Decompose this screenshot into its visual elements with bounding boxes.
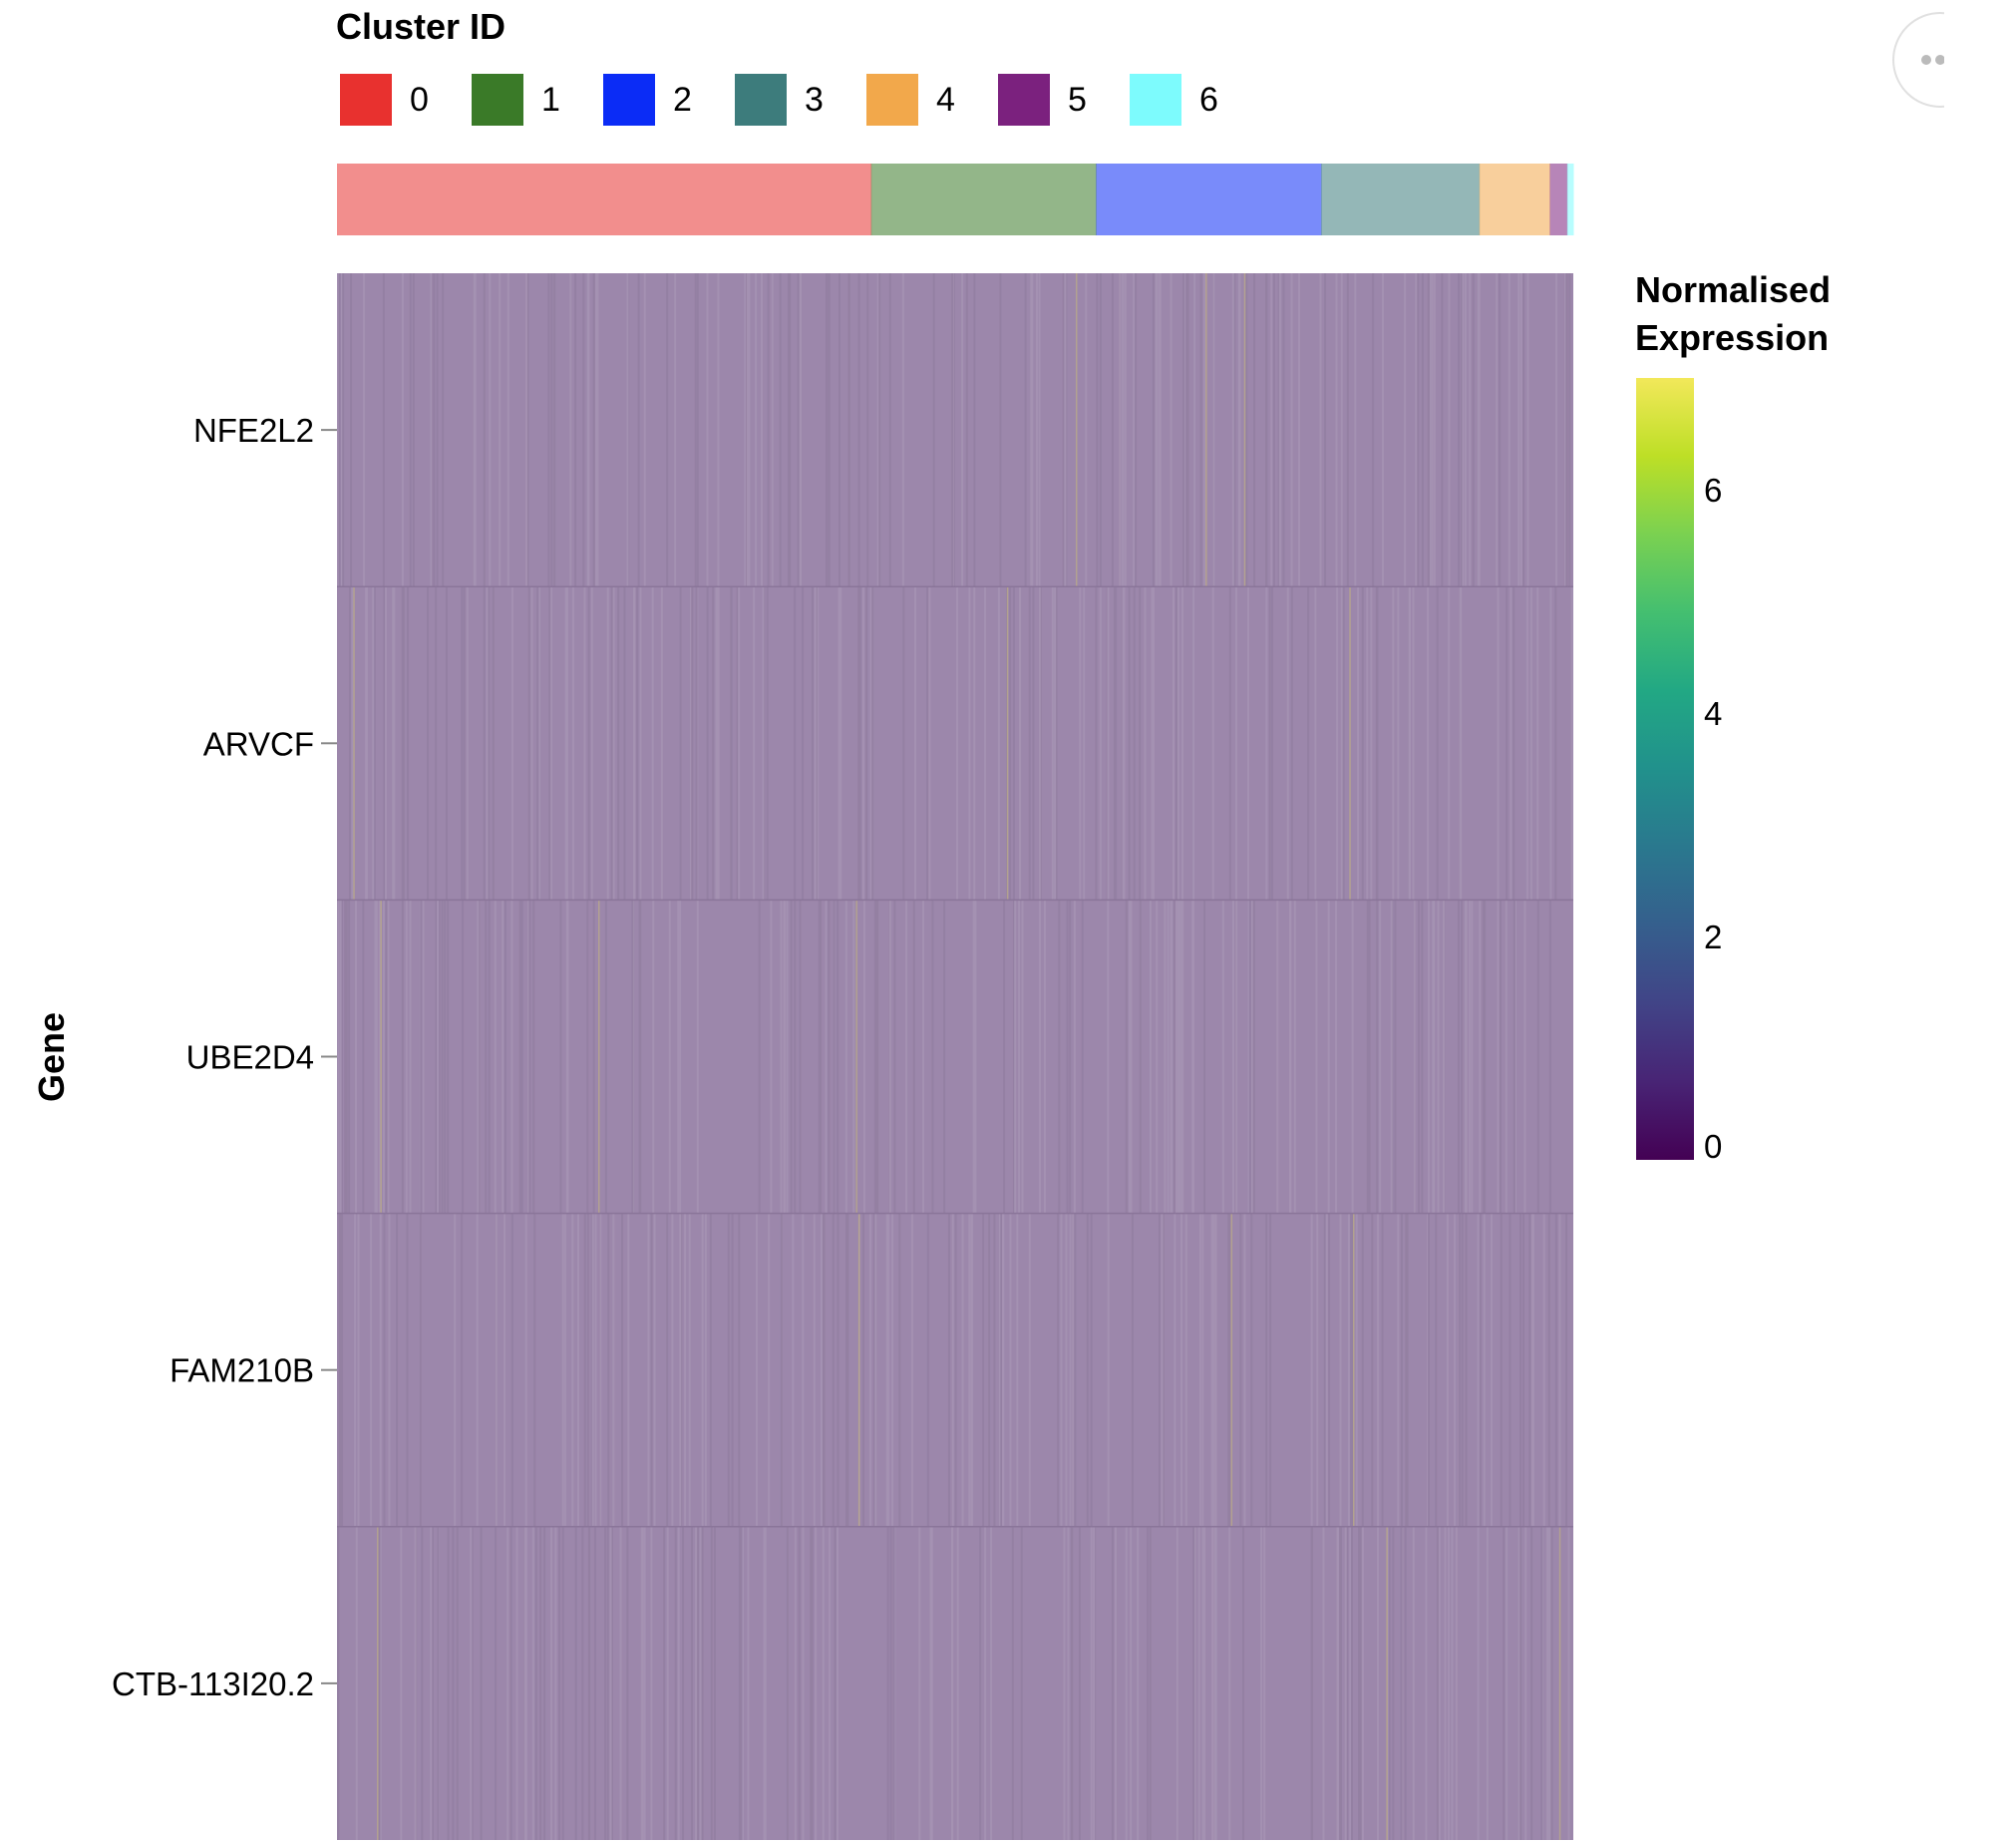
colorbar-title-line-1: Normalised — [1635, 269, 1831, 310]
menu-dot-icon — [1935, 55, 1945, 65]
cluster-bar-segment-6 — [1567, 164, 1574, 235]
heatmap-row-ARVCF — [337, 586, 1573, 900]
cluster-bar-segment-1 — [871, 164, 1097, 235]
cluster-bar-segment-2 — [1096, 164, 1321, 235]
cluster-legend-label-6: 6 — [1199, 81, 1218, 119]
cluster-bar-segment-4 — [1480, 164, 1550, 235]
cluster-legend-label-0: 0 — [410, 81, 429, 119]
colorbar-tick-label-0: 0 — [1704, 1128, 1722, 1165]
cluster-legend-label-5: 5 — [1068, 81, 1087, 119]
colorbar: Normalised Expression 0 2 4 6 — [1635, 269, 1831, 1165]
cluster-legend-swatch-1 — [472, 74, 523, 126]
cluster-legend-swatch-2 — [603, 74, 655, 126]
colorbar-tick-label-6: 6 — [1704, 472, 1722, 509]
cluster-legend-entries: 0 1 2 3 4 5 6 — [340, 74, 1218, 126]
colorbar-gradient — [1636, 378, 1694, 1160]
cluster-bar-segment-5 — [1549, 164, 1567, 235]
cluster-legend-label-3: 3 — [805, 81, 824, 119]
cluster-legend: Cluster ID 0 1 2 3 4 5 6 — [336, 6, 1218, 126]
gene-axis-title: Gene — [31, 1012, 72, 1102]
gene-label-NFE2L2: NFE2L2 — [193, 412, 314, 449]
gene-label-ARVCF: ARVCF — [203, 725, 314, 762]
right-margin-mask — [1944, 0, 2016, 140]
cluster-annotation-bar — [337, 164, 1574, 235]
colorbar-tick-label-2: 2 — [1704, 919, 1722, 955]
colorbar-tick-label-4: 4 — [1704, 695, 1722, 732]
gene-axis: NFE2L2 ARVCF UBE2D4 FAM210B CTB-113I20.2 — [112, 412, 337, 1702]
cluster-legend-swatch-3 — [735, 74, 787, 126]
cluster-legend-swatch-6 — [1130, 74, 1181, 126]
heatmap-body — [337, 273, 1573, 1840]
cluster-legend-swatch-0 — [340, 74, 392, 126]
cluster-legend-title: Cluster ID — [336, 6, 505, 47]
menu-dot-icon — [1921, 55, 1931, 65]
heatmap-row-NFE2L2 — [337, 273, 1573, 586]
cluster-legend-label-2: 2 — [673, 81, 692, 119]
gene-label-UBE2D4: UBE2D4 — [186, 1039, 314, 1076]
gene-label-FAM210B: FAM210B — [169, 1352, 314, 1389]
heatmap-row-cells-UBE2D4 — [337, 900, 1551, 1213]
cluster-legend-label-1: 1 — [541, 81, 560, 119]
cluster-bar-segment-0 — [337, 164, 871, 235]
cluster-legend-swatch-4 — [866, 74, 918, 126]
colorbar-ticks: 0 2 4 6 — [1704, 472, 1722, 1165]
cluster-bar-segment-3 — [1321, 164, 1480, 235]
cluster-legend-label-4: 4 — [936, 81, 955, 119]
gene-label-CTB-113I20.2: CTB-113I20.2 — [112, 1665, 314, 1702]
cluster-legend-swatch-5 — [998, 74, 1050, 126]
colorbar-title-line-2: Expression — [1635, 317, 1829, 358]
